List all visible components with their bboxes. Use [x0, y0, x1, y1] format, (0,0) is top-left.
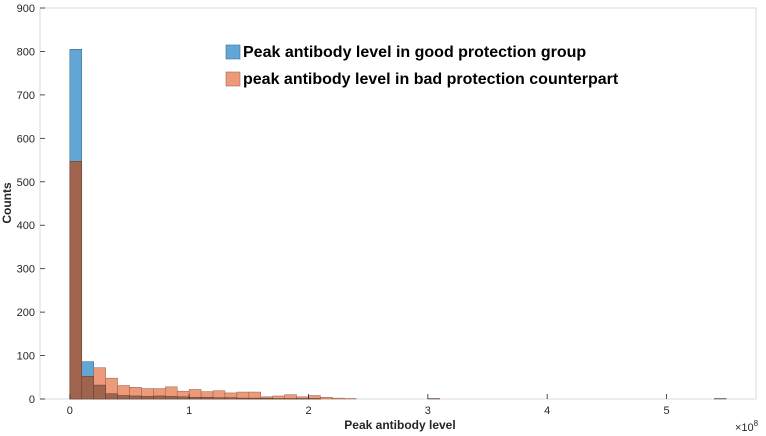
- bar-overlap: [81, 376, 94, 400]
- x-exponent-base-text: ×10: [735, 422, 754, 434]
- x-tick-label: 0: [67, 405, 73, 417]
- y-tick-label: 100: [17, 351, 35, 363]
- x-tick-label: 3: [425, 405, 431, 417]
- x-axis-ticks: 0 1 2 3 4 5: [67, 394, 670, 417]
- y-axis-ticks: 0 100 200 300 400 500 600 700 800 900: [17, 3, 45, 406]
- y-tick-label: 500: [17, 177, 35, 189]
- legend-label-bad: peak antibody level in bad protection co…: [243, 71, 619, 88]
- legend: Peak antibody level in good protection g…: [225, 44, 619, 88]
- y-tick-label: 200: [17, 307, 35, 319]
- bar-overlap: [129, 395, 142, 400]
- bar-overlap: [69, 161, 83, 400]
- y-tick-label: 900: [17, 3, 35, 15]
- y-tick-label: 400: [17, 220, 35, 232]
- bar-overlap: [224, 397, 238, 400]
- x-exponent-power: 8: [754, 419, 759, 428]
- bar-overlap: [153, 395, 166, 400]
- bar-overlap: [248, 397, 262, 400]
- x-tick-label: 5: [663, 405, 669, 417]
- overlap-bars: [69, 161, 727, 400]
- bar-overlap: [236, 397, 250, 400]
- plot-area: [39, 7, 757, 400]
- bar-overlap: [212, 397, 226, 400]
- x-tick-label: 4: [544, 405, 550, 417]
- bar-overlap: [188, 397, 202, 400]
- bar-overlap: [141, 396, 154, 400]
- y-tick-label: 700: [17, 90, 35, 102]
- bar-overlap: [165, 396, 178, 400]
- y-tick-label: 600: [17, 133, 35, 145]
- bar-overlap: [260, 397, 273, 400]
- bar-overlap: [105, 393, 118, 400]
- legend-swatch-bad: [225, 71, 241, 87]
- x-axis-label: Peak antibody level: [344, 418, 455, 432]
- y-axis-label: Counts: [0, 182, 14, 224]
- legend-swatch-good: [225, 44, 241, 60]
- bar-bad: [332, 397, 345, 400]
- bar-bad: [320, 397, 333, 400]
- x-exponent-base: ×108: [735, 419, 759, 434]
- bar-overlap: [93, 384, 106, 400]
- y-tick-label: 800: [17, 46, 35, 58]
- bar-overlap: [117, 395, 130, 400]
- x-tick-label: 1: [186, 405, 192, 417]
- bar-overlap: [176, 396, 190, 400]
- y-tick-label: 300: [17, 264, 35, 276]
- legend-label-good: Peak antibody level in good protection g…: [243, 44, 586, 61]
- bar-overlap: [200, 397, 214, 400]
- y-tick-label: 0: [29, 394, 35, 406]
- x-tick-label: 2: [305, 405, 311, 417]
